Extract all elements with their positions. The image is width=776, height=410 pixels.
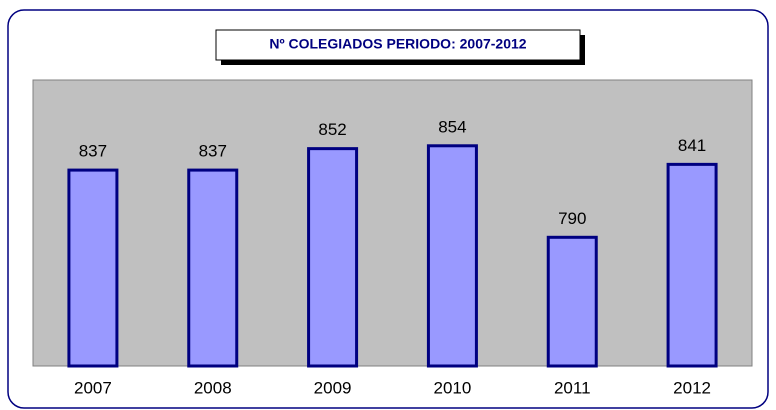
value-label: 837: [79, 142, 107, 161]
title-box: [215, 29, 581, 61]
x-tick-label: 2010: [434, 378, 472, 397]
bar: [666, 162, 718, 368]
bar: [187, 168, 239, 368]
value-label: 852: [318, 120, 346, 139]
value-label: 854: [438, 117, 466, 136]
x-tick-label: 2012: [673, 378, 711, 397]
value-label: 841: [678, 136, 706, 155]
plot-area: [32, 79, 753, 367]
chart-title: Nº COLEGIADOS PERIODO: 2007-2012: [269, 36, 526, 52]
x-tick-label: 2011: [554, 378, 591, 397]
value-label: 837: [199, 142, 227, 161]
value-label: 790: [558, 209, 586, 228]
bar: [307, 147, 359, 368]
bar: [546, 235, 598, 368]
bar: [426, 144, 478, 368]
x-tick-label: 2008: [194, 378, 232, 397]
x-tick-label: 2007: [74, 378, 112, 397]
x-tick-label: 2009: [314, 378, 352, 397]
bar: [67, 168, 119, 368]
